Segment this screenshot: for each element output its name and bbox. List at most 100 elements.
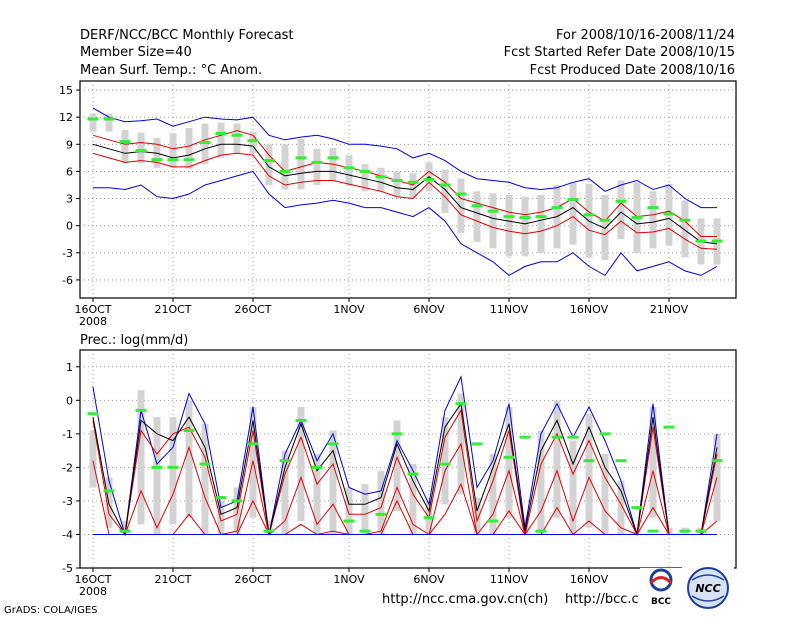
ytick-label: 6 (66, 165, 73, 178)
ensemble-spread-bar (569, 440, 577, 535)
ensemble-spread-bar (281, 144, 289, 190)
ensemble-spread-bar (489, 193, 497, 249)
xtick-label: 26OCT (234, 573, 271, 586)
title-line3: Mean Surf. Temp.: °C Anom. (80, 63, 262, 78)
ensemble-spread-bar (297, 407, 305, 522)
series-line-upper (92, 130, 717, 237)
xtick-label: 26OCT (234, 303, 271, 316)
ensemble-spread-bar (409, 173, 417, 199)
ensemble-spread-bar (489, 453, 497, 535)
ncc-logo: NCC (682, 566, 734, 610)
xtick-label: 1NOV (333, 303, 365, 316)
series-line-max (92, 375, 718, 535)
ensemble-spread-bar (601, 453, 609, 535)
precipitation-panel: -5 -4 -3 -2 -1 0 1 16OCT 21OCT 26OCT 1NOV 6NOV 11NOV… (62, 349, 737, 598)
ensemble-spread-bar (281, 450, 289, 535)
xtick-label: 1NOV (333, 573, 365, 586)
produced-date: Fcst Produced Date 2008/10/16 (530, 63, 735, 78)
ensemble-spread-bar (89, 430, 97, 488)
ensemble-spread-bar (345, 487, 353, 535)
xtick-label: 16OCT (74, 573, 111, 586)
ensemble-spread-bar (473, 497, 481, 535)
ensemble-spread-bar (297, 138, 305, 190)
ensemble-spread-bar (505, 407, 513, 518)
ensemble-spread-bar (585, 413, 593, 528)
ytick-label: 1 (66, 361, 73, 374)
ensemble-spread-bar (217, 122, 225, 158)
bcc-logo: BCC (640, 568, 682, 608)
ensemble-spread-bar (121, 129, 129, 164)
series-line-mean (92, 402, 718, 537)
refer-date: Fcst Started Refer Date 2008/10/15 (504, 45, 735, 60)
ensemble-spread-bar (265, 521, 273, 535)
ytick-label: -5 (62, 562, 73, 575)
ensemble-spread-bar (505, 194, 513, 257)
title-line2: Member Size=40 (80, 45, 192, 60)
ensemble-spread-bar (105, 113, 113, 132)
series-line-lower (92, 152, 718, 250)
xtick-label: 21OCT (154, 573, 191, 586)
footer-url-bcc[interactable]: http://bcc.c (565, 592, 639, 607)
ytick-label: -3 (62, 495, 73, 508)
year-label: 2008 (79, 585, 107, 598)
plot-frame (79, 349, 737, 569)
ensemble-spread-bar (137, 132, 145, 164)
xtick-label: 6NOV (413, 573, 445, 586)
temperature-panel: -6 -3 0 3 6 9 12 15 16OCT 21OCT 26OCT 1NOV 6NOV 11NOV… (59, 80, 737, 328)
ytick-label: -2 (62, 461, 73, 474)
footer-url-ncc[interactable]: http://ncc.cma.gov.cn(ch) (382, 592, 548, 607)
ensemble-spread-bar (521, 196, 529, 257)
ensemble-spread-bar (377, 167, 385, 193)
ensemble-spread-bar (361, 164, 369, 192)
ensemble-spread-bar (617, 480, 625, 535)
ensemble-spread-bar (313, 148, 321, 185)
ytick-label: 15 (59, 84, 73, 97)
ytick-label: -4 (62, 528, 73, 541)
xtick-label: 21NOV (650, 303, 689, 316)
ytick-label: 12 (59, 111, 73, 124)
ensemble-spread-bar (393, 171, 401, 197)
ytick-label: 9 (66, 138, 73, 151)
ensemble-spread-bar (185, 128, 193, 169)
ensemble-spread-bar (137, 390, 145, 525)
series-line-min (93, 170, 718, 277)
xtick-label: 6NOV (413, 303, 445, 316)
ensemble-spread-bar (153, 417, 161, 535)
ensemble-spread-bar (393, 420, 401, 511)
ensemble-spread-bar (361, 484, 369, 535)
title-line1: DERF/NCC/BCC Monthly Forecast (80, 28, 294, 43)
ytick-label: -3 (62, 247, 73, 260)
ensemble-spread-bar (249, 131, 257, 154)
series-line-upper (92, 408, 718, 537)
xtick-label: 11NOV (490, 303, 529, 316)
ytick-label: 3 (66, 193, 73, 206)
series-line-lower (92, 442, 718, 536)
ensemble-spread-bar (441, 169, 449, 214)
ensemble-spread-bar (201, 423, 209, 535)
bcc-logo-text: BCC (651, 597, 671, 607)
year-label: 2008 (79, 315, 107, 328)
ensemble-spread-bar (537, 194, 545, 253)
ensemble-spread-bar (329, 430, 337, 535)
ensemble-spread-bar (601, 194, 609, 261)
ensemble-spread-bar (89, 113, 97, 132)
ensemble-spread-bar (441, 417, 449, 505)
xtick-label: 16NOV (570, 303, 609, 316)
ensemble-spread-bar (169, 133, 177, 168)
ensemble-spread-bar (457, 178, 465, 233)
ensemble-spread-bar (649, 191, 657, 249)
ensemble-spread-bar (681, 200, 689, 258)
ensemble-spread-bar (121, 521, 129, 535)
ensemble-spread-bar (233, 487, 241, 535)
xtick-label: 11NOV (490, 573, 529, 586)
xtick-label: 21OCT (154, 303, 191, 316)
grads-credit: GrADS: COLA/IGES (4, 605, 98, 616)
series-line-max (92, 107, 717, 209)
ytick-label: -6 (62, 274, 73, 287)
series-line-mean (92, 143, 718, 245)
xtick-label: 16OCT (74, 303, 111, 316)
ensemble-spread-bar (265, 144, 273, 185)
ensemble-spread-bar (537, 430, 545, 535)
ytick-label: -1 (62, 428, 73, 441)
ensemble-spread-bar (169, 417, 177, 525)
